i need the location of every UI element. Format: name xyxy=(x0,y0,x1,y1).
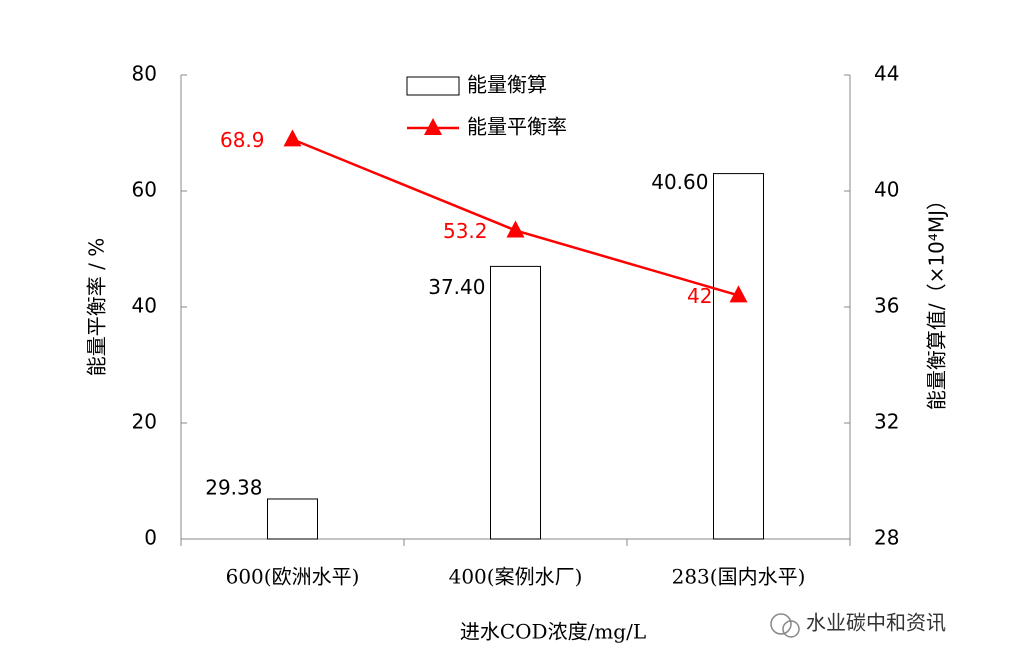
y-tick-label: 40 xyxy=(132,294,157,318)
line-value-label: 42 xyxy=(687,284,712,308)
x-tick-label: 400(案例水厂) xyxy=(449,565,583,589)
line-marker xyxy=(283,129,302,147)
legend-swatch xyxy=(406,76,460,96)
y2-axis-title: 能量衡算值/（×10⁴MJ） xyxy=(925,190,949,410)
bar-value-label: 40.60 xyxy=(651,170,708,194)
y2-tick-label: 44 xyxy=(874,62,899,86)
legend-label: 能量衡算 xyxy=(467,73,547,97)
y2-tick-label: 28 xyxy=(874,526,899,550)
x-axis-title: 进水COD浓度/mg/L xyxy=(460,620,646,644)
y2-tick-label: 36 xyxy=(874,294,899,318)
y2-tick-label: 32 xyxy=(874,410,899,434)
y-tick-label: 0 xyxy=(144,526,157,550)
watermark-icon xyxy=(770,613,792,635)
y-tick-label: 80 xyxy=(132,62,157,86)
y2-tick-label: 40 xyxy=(874,178,899,202)
line-value-label: 68.9 xyxy=(220,128,265,152)
bar xyxy=(267,498,318,540)
x-tick-label: 283(国内水平) xyxy=(672,565,806,589)
bar-value-label: 37.40 xyxy=(428,275,485,299)
bar-value-label: 29.38 xyxy=(205,475,262,499)
legend-swatch xyxy=(424,118,442,135)
watermark: 水业碳中和资讯 xyxy=(770,611,946,638)
bar xyxy=(490,265,541,540)
bar xyxy=(713,173,764,540)
line-marker xyxy=(506,220,525,238)
line-marker xyxy=(729,285,748,303)
watermark-text: 水业碳中和资讯 xyxy=(806,611,946,635)
x-tick-label: 600(欧洲水平) xyxy=(226,565,360,589)
y-tick-label: 60 xyxy=(132,178,157,202)
legend-label: 能量平衡率 xyxy=(467,115,567,139)
watermark-icon xyxy=(782,620,800,638)
y-axis-title: 能量平衡率 / % xyxy=(85,238,109,376)
line-value-label: 53.2 xyxy=(443,219,488,243)
y-tick-label: 20 xyxy=(132,410,157,434)
